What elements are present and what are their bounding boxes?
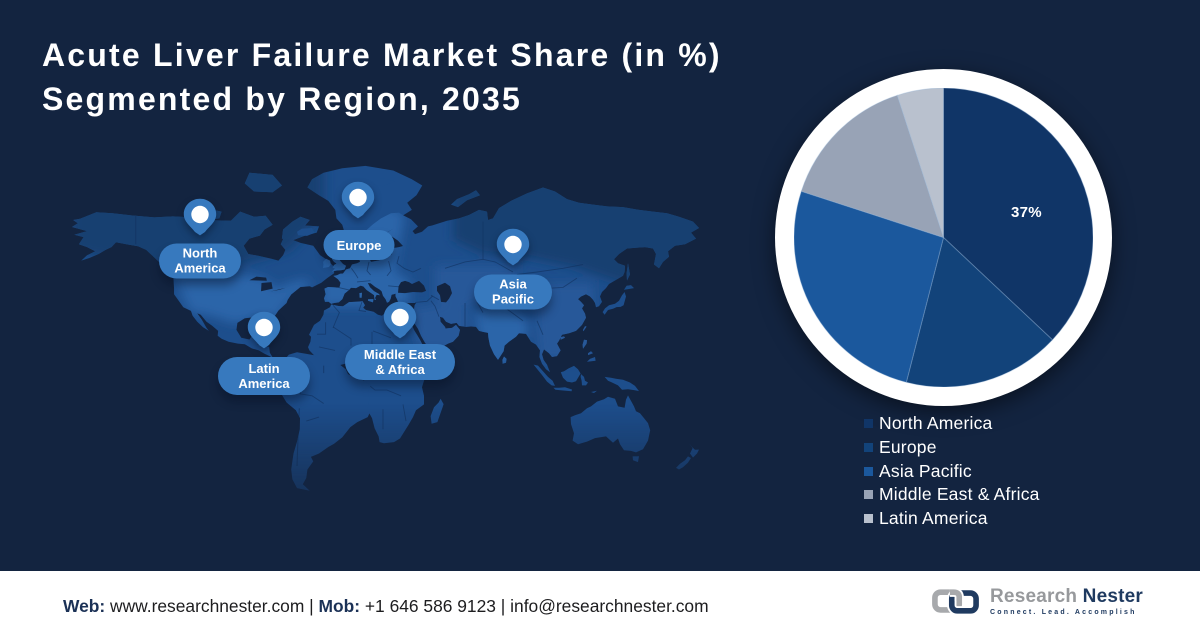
label-text: Middle East <box>363 346 437 362</box>
legend-swatch <box>864 514 873 524</box>
pie-chart: 37% <box>775 69 1112 406</box>
label-text: America <box>174 260 226 276</box>
pin-middle-east-africa-icon <box>383 301 417 339</box>
website-url[interactable]: www.researchnester.com <box>110 596 305 616</box>
logo-research: Research <box>990 586 1078 607</box>
label-text: & Africa <box>375 361 425 377</box>
contact-info: Web: www.researchnester.com | Mob: +1 64… <box>63 578 709 628</box>
separator: | <box>309 596 314 616</box>
title-line-1: Acute Liver Failure Market Share (in %) <box>42 37 722 73</box>
legend-swatch <box>864 490 873 500</box>
legend-item-europe: Europe <box>864 436 1040 460</box>
legend-label: Middle East & Africa <box>879 484 1040 505</box>
chart-legend: North America Europe Asia Pacific Middle… <box>864 412 1040 530</box>
legend-swatch <box>864 419 873 429</box>
legend-item-middle-east-africa: Middle East & Africa <box>864 483 1040 507</box>
label-text: Europe <box>336 237 382 253</box>
label-europe: Europe <box>323 230 395 260</box>
logo-wordmark: Research Nester <box>990 587 1143 606</box>
label-asia-pacific: Asia Pacific <box>474 274 552 309</box>
pin-north-america-icon <box>183 198 217 236</box>
pin-latin-america-icon <box>247 311 281 349</box>
logo-nester: Nester <box>1082 586 1143 607</box>
legend-label: Asia Pacific <box>879 460 972 481</box>
title-line-2: Segmented by Region, 2035 <box>42 81 523 117</box>
separator: | <box>500 596 506 616</box>
mob-label: Mob: <box>318 596 361 616</box>
legend-swatch <box>864 443 873 453</box>
label-text: North <box>182 245 218 261</box>
legend-label: Europe <box>879 437 937 458</box>
label-text: America <box>238 376 290 391</box>
page-title: Acute Liver Failure Market Share (in %) … <box>42 33 722 121</box>
chain-link-icon <box>932 587 981 616</box>
research-nester-logo: Research Nester Connect. Lead. Accomplis… <box>929 587 1143 616</box>
label-north-america: North America <box>159 243 241 278</box>
footer-bar: Web: www.researchnester.com | Mob: +1 64… <box>0 571 1200 628</box>
pie-slices <box>794 88 1093 387</box>
label-text: Asia <box>499 276 527 292</box>
legend-item-asia-pacific: Asia Pacific <box>864 459 1040 483</box>
legend-item-latin-america: Latin America <box>864 507 1040 531</box>
legend-item-north-america: North America <box>864 412 1040 436</box>
pin-asia-pacific-icon <box>496 228 530 266</box>
legend-label: North America <box>879 413 993 434</box>
legend-label: Latin America <box>879 508 988 529</box>
pie-data-label: 37% <box>1011 204 1042 221</box>
logo-tagline: Connect. Lead. Accomplish <box>990 609 1137 616</box>
legend-swatch <box>864 466 873 476</box>
web-label: Web: <box>63 596 106 616</box>
email-address[interactable]: info@researchnester.com <box>510 596 709 616</box>
pin-europe-icon <box>341 181 375 219</box>
label-latin-america: Latin America <box>218 357 310 395</box>
label-text: Pacific <box>492 291 534 307</box>
label-text: Latin <box>248 361 280 376</box>
phone-number: +1 646 586 9123 <box>364 596 496 616</box>
label-middle-east-africa: Middle East & Africa <box>345 343 455 380</box>
